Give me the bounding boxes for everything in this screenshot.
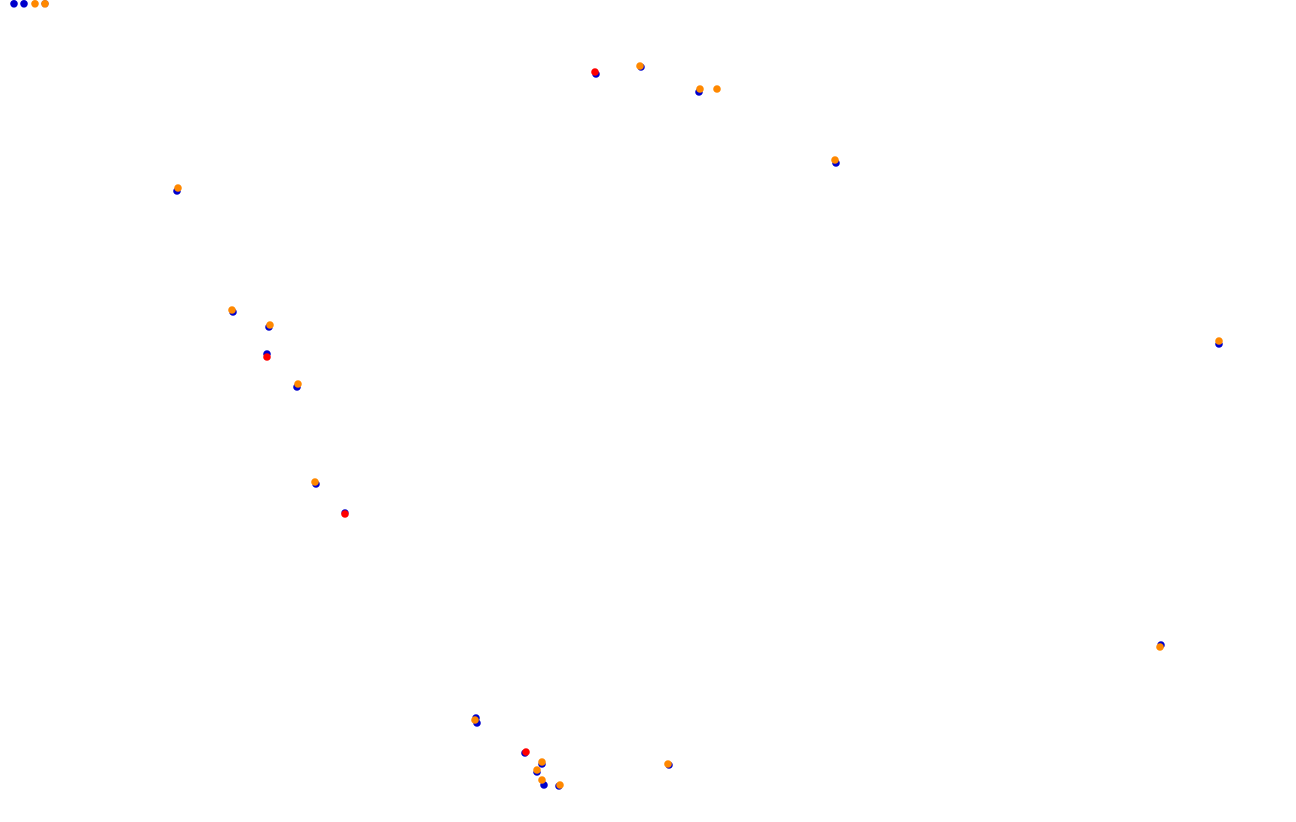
data-point: [538, 776, 546, 784]
data-point: [263, 353, 271, 361]
data-point: [20, 0, 28, 8]
data-point: [533, 766, 541, 774]
data-point: [696, 85, 704, 93]
data-point: [538, 758, 546, 766]
data-point: [31, 0, 39, 8]
data-point: [10, 0, 18, 8]
data-point: [1215, 337, 1223, 345]
data-point: [41, 0, 49, 8]
data-point: [636, 62, 644, 70]
data-point: [713, 85, 721, 93]
data-point: [341, 510, 349, 518]
data-point: [294, 380, 302, 388]
data-point: [591, 68, 599, 76]
data-point: [174, 184, 182, 192]
data-point: [831, 156, 839, 164]
data-point: [664, 760, 672, 768]
data-point: [1156, 643, 1164, 651]
data-point: [471, 716, 479, 724]
data-point: [311, 478, 319, 486]
data-point: [556, 781, 564, 789]
data-point: [228, 306, 236, 314]
data-point: [522, 748, 530, 756]
data-points-group: [10, 0, 1223, 790]
data-point: [266, 321, 274, 329]
